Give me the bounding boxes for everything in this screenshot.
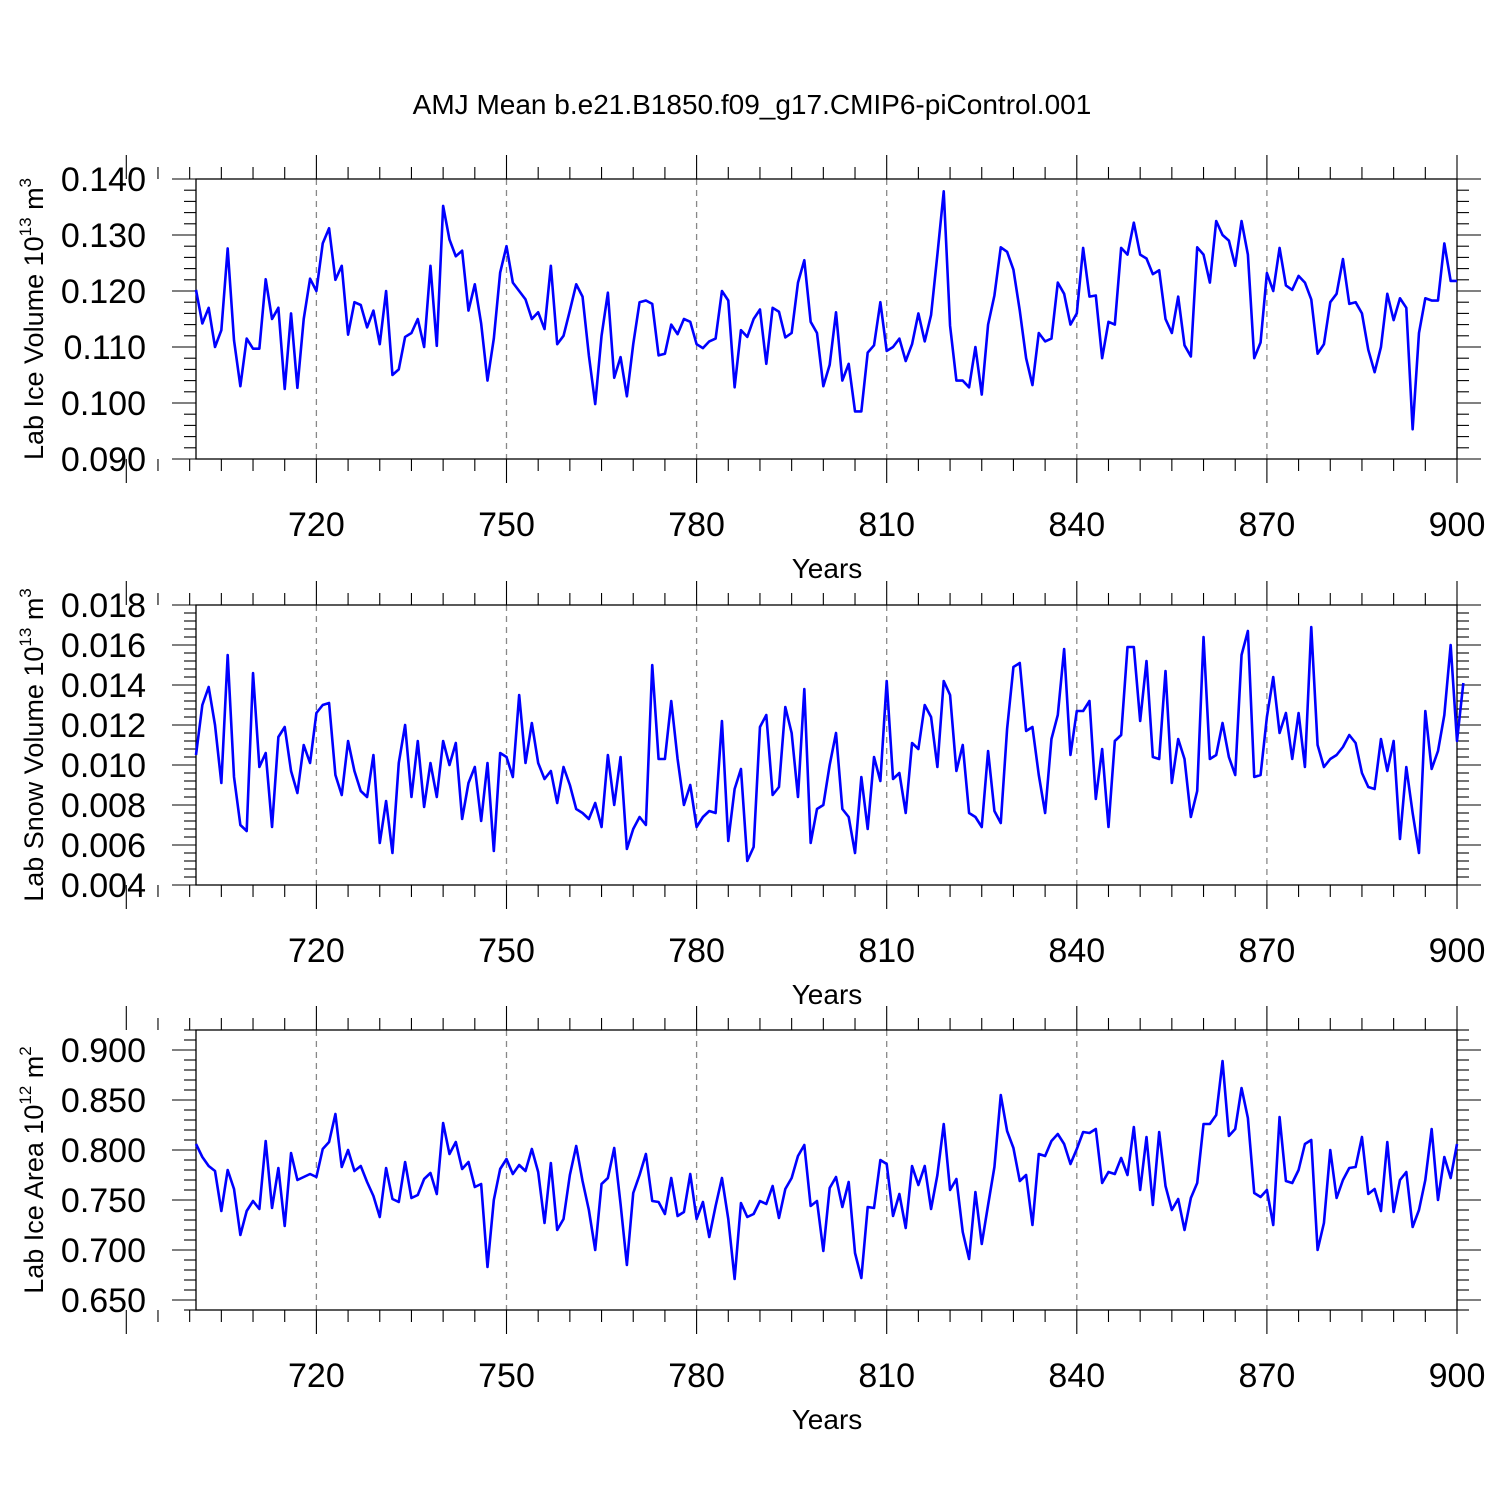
y-axis-label-text: Lab Ice Area 10 — [19, 1105, 49, 1294]
y-axis-label-unit-exponent: 3 — [16, 178, 35, 187]
y-axis-label-unit-exponent: 3 — [16, 588, 35, 597]
y-axis-label-unit-exponent: 2 — [16, 1046, 35, 1055]
x-axis-label: Years — [792, 1404, 863, 1435]
y-axis-label-unit: m — [19, 1056, 49, 1086]
x-tick-label: 870 — [1239, 932, 1296, 970]
y-tick-label: 0.850 — [61, 1082, 146, 1120]
x-tick-label: 750 — [478, 932, 535, 970]
x-tick-label: 870 — [1239, 1357, 1296, 1395]
y-tick-label: 0.014 — [61, 667, 146, 705]
chart-panel-2: 720 750 780 810 840 870 900 Years 0.0040.0060.00… — [16, 581, 1485, 1010]
y-tick-label: 0.012 — [61, 707, 146, 745]
y-axis-label: Lab Ice Area 1012 m2 — [16, 1046, 49, 1294]
x-tick-label: 750 — [478, 1357, 535, 1395]
x-tick-label: 900 — [1429, 932, 1486, 970]
series-line — [194, 625, 1465, 863]
y-tick-label: 0.900 — [61, 1032, 146, 1070]
x-tick-label: 840 — [1048, 932, 1105, 970]
y-axis-label-exponent: 12 — [16, 1086, 35, 1105]
x-tick-label: 810 — [858, 506, 915, 544]
y-tick-label: 0.016 — [61, 627, 146, 665]
y-tick-label: 0.120 — [61, 273, 146, 311]
x-tick-label: 900 — [1429, 506, 1486, 544]
y-axis-label-exponent: 13 — [16, 628, 35, 647]
y-axis-label-text: Lab Ice Volume 10 — [19, 236, 49, 460]
chart-panel-3: 720 750 780 810 840 870 900 Years 0.650 0.700 0.75… — [16, 1006, 1485, 1435]
x-tick-label: 750 — [478, 506, 535, 544]
y-axis-label: Lab Ice Volume 1013 m3 — [16, 178, 49, 460]
x-tick-label: 840 — [1048, 506, 1105, 544]
x-tick-label: 780 — [668, 932, 725, 970]
y-tick-label: 0.750 — [61, 1182, 146, 1220]
x-axis-label: Years — [792, 553, 863, 584]
plot-frame — [195, 178, 1458, 460]
y-tick-label: 0.004 — [61, 867, 146, 905]
y-axis-label: Lab Snow Volume 1013 m3 — [16, 588, 49, 902]
panels: 720 750 780 810 840 870 900 Years 0.090 0.100 0.11… — [16, 155, 1485, 1435]
y-axis-label-unit: m — [19, 187, 49, 217]
y-axis-label-exponent: 13 — [16, 217, 35, 236]
chart-panel-1: 720 750 780 810 840 870 900 Years 0.090 0.100 0.11… — [16, 155, 1485, 584]
y-tick-label: 0.010 — [61, 747, 146, 785]
x-tick-label: 810 — [858, 932, 915, 970]
y-tick-label: 0.006 — [61, 827, 146, 865]
x-tick-label: 900 — [1429, 1357, 1486, 1395]
x-axis-label: Years — [792, 979, 863, 1010]
y-tick-label: 0.650 — [61, 1282, 146, 1320]
x-tick-label: 720 — [288, 932, 345, 970]
y-tick-label: 0.018 — [61, 587, 146, 625]
x-tick-label: 720 — [288, 506, 345, 544]
y-axis-label-unit: m — [19, 598, 49, 628]
plot-frame — [195, 604, 1458, 886]
y-tick-label: 0.090 — [61, 441, 146, 479]
x-tick-label: 840 — [1048, 1357, 1105, 1395]
y-axis-label-text: Lab Snow Volume 10 — [19, 647, 49, 902]
series-line — [194, 190, 1457, 431]
y-tick-label: 0.100 — [61, 385, 146, 423]
figure-title: AMJ Mean b.e21.B1850.f09_g17.CMIP6-piCon… — [413, 89, 1092, 120]
x-tick-label: 780 — [668, 1357, 725, 1395]
x-tick-label: 720 — [288, 1357, 345, 1395]
y-tick-label: 0.700 — [61, 1232, 146, 1270]
x-tick-label: 870 — [1239, 506, 1296, 544]
x-tick-label: 780 — [668, 506, 725, 544]
y-tick-label: 0.008 — [61, 787, 146, 825]
x-tick-label: 810 — [858, 1357, 915, 1395]
y-tick-label: 0.130 — [61, 217, 146, 255]
series-line — [194, 1059, 1459, 1281]
y-tick-label: 0.110 — [63, 329, 146, 367]
y-tick-label: 0.140 — [61, 161, 146, 199]
y-tick-label: 0.800 — [61, 1132, 146, 1170]
